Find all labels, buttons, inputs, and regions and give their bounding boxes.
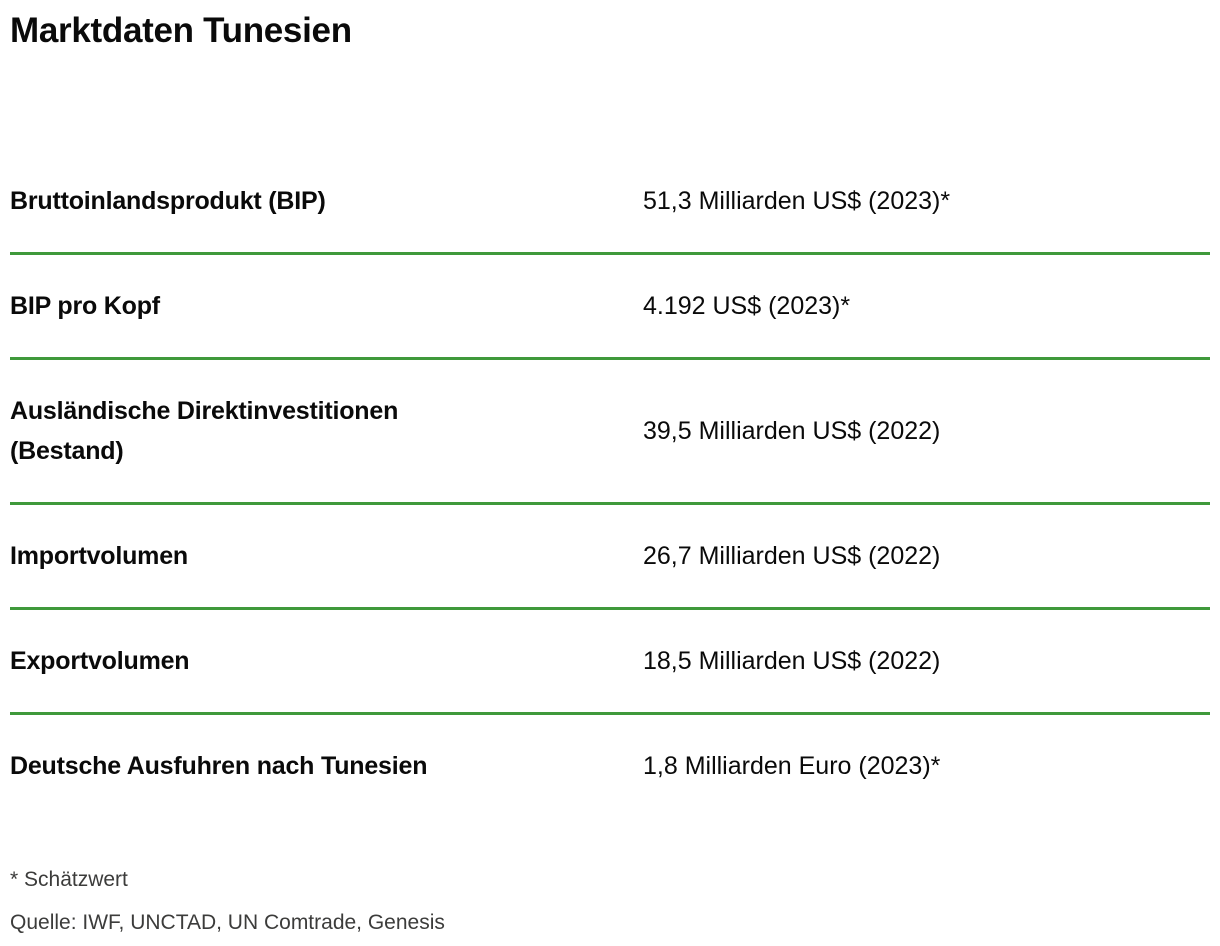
table-row-gdp: Bruttoinlandsprodukt (BIP) 51,3 Milliard… (10, 150, 1210, 255)
table-row-export-volume: Exportvolumen 18,5 Milliarden US$ (2022) (10, 610, 1210, 715)
row-label: Deutsche Ausfuhren nach Tunesien (10, 752, 428, 780)
row-value: 51,3 Milliarden US$ (2023)* (643, 187, 951, 215)
row-value: 4.192 US$ (2023)* (643, 292, 851, 320)
source-footnote: Quelle: IWF, UNCTAD, UN Comtrade, Genesi… (10, 911, 445, 934)
row-value: 18,5 Milliarden US$ (2022) (643, 647, 941, 675)
row-label: Bruttoinlandsprodukt (BIP) (10, 187, 326, 215)
row-value: 1,8 Milliarden Euro (2023)* (643, 752, 941, 780)
table-row-german-exports: Deutsche Ausfuhren nach Tunesien 1,8 Mil… (10, 715, 1210, 817)
row-label: BIP pro Kopf (10, 292, 160, 320)
row-label: Exportvolumen (10, 647, 190, 675)
table-row-gdp-per-capita: BIP pro Kopf 4.192 US$ (2023)* (10, 255, 1210, 360)
row-value: 26,7 Milliarden US$ (2022) (643, 542, 941, 570)
market-data-table: Bruttoinlandsprodukt (BIP) 51,3 Milliard… (10, 150, 1210, 817)
row-value: 39,5 Milliarden US$ (2022) (643, 417, 941, 445)
row-label: Importvolumen (10, 542, 188, 570)
row-label: Ausländische Direktinvestitionen (Bestan… (10, 397, 399, 465)
estimate-footnote: * Schätzwert (10, 868, 128, 891)
table-row-fdi-stock: Ausländische Direktinvestitionen (Bestan… (10, 360, 1210, 505)
footnotes: * Schätzwert Quelle: IWF, UNCTAD, UN Com… (10, 866, 1210, 937)
table-row-import-volume: Importvolumen 26,7 Milliarden US$ (2022) (10, 505, 1210, 610)
page-title: Marktdaten Tunesien (10, 11, 352, 50)
